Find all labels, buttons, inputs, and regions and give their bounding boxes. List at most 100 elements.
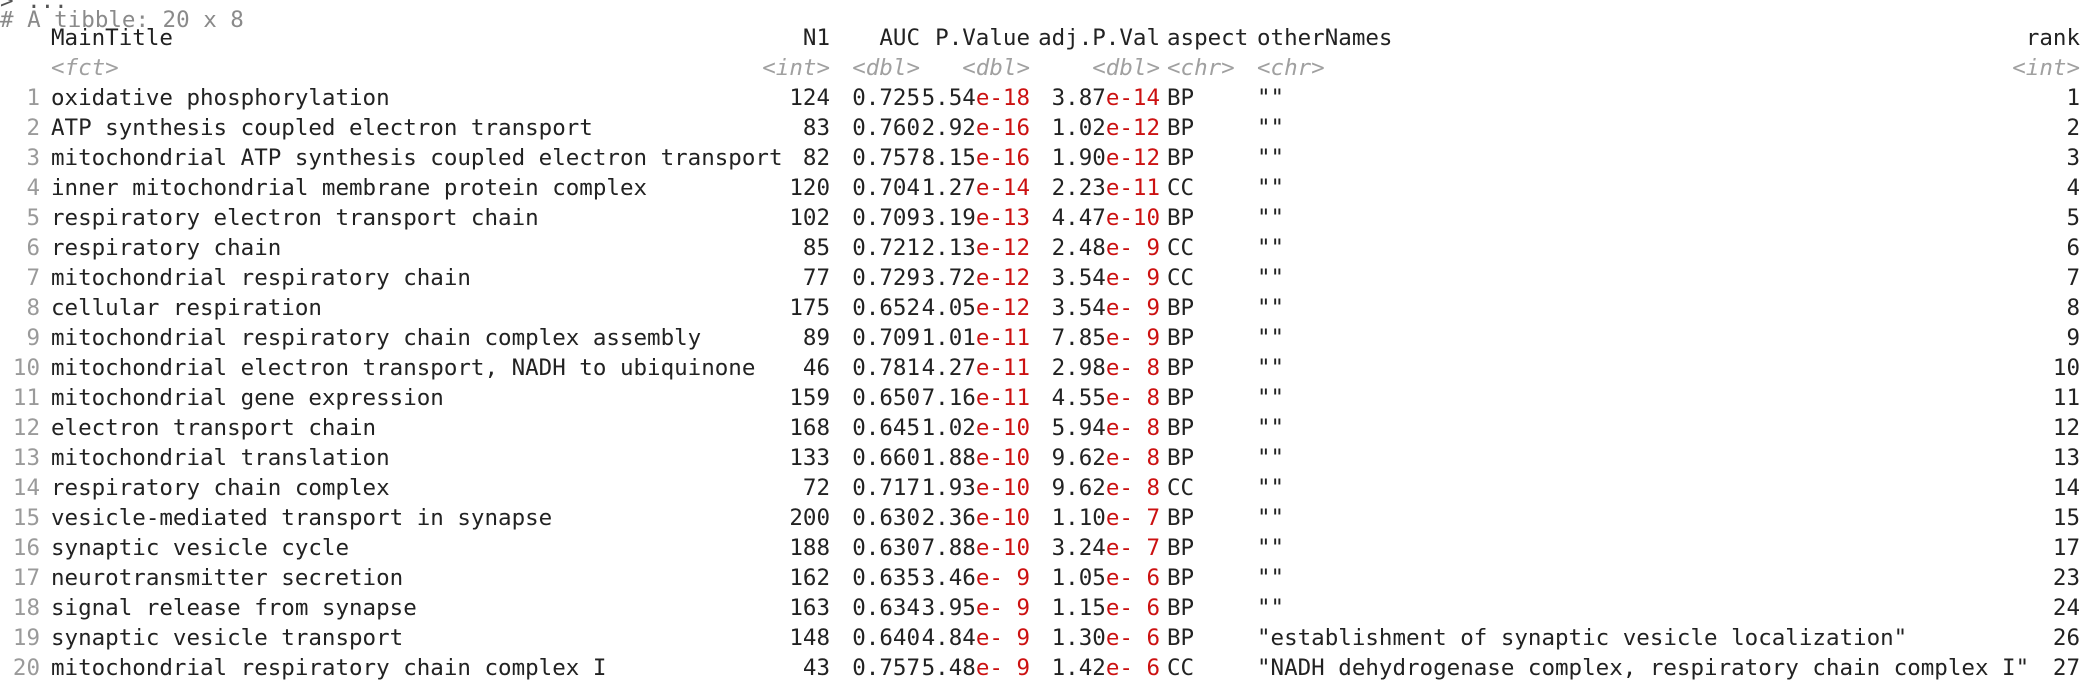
cell-aspect: BP xyxy=(1167,325,1195,351)
cell-pvalue-exponent: e-16 xyxy=(975,115,1030,141)
cell-adjpval-mantissa: 9.62 xyxy=(1051,445,1106,471)
cell-adjpval-exponent: e-11 xyxy=(1105,175,1160,201)
cell-adjpval: 1.42e- 6 xyxy=(1035,653,1160,683)
cell-adjpval-mantissa: 3.54 xyxy=(1051,295,1106,321)
cell-n1: 148 xyxy=(789,625,830,651)
cell-pvalue: 8.15e-16 xyxy=(920,143,1030,173)
cell-pvalue: 4.27e-11 xyxy=(920,353,1030,383)
cell-pvalue: 5.54e-18 xyxy=(920,83,1030,113)
tibble-header: # A tibble: 20 x 8 xyxy=(0,7,244,33)
cell-adjpval: 9.62e- 8 xyxy=(1035,473,1160,503)
cell-pvalue-exponent: e-11 xyxy=(975,385,1030,411)
cell-adjpval-mantissa: 1.15 xyxy=(1051,595,1106,621)
table-row: 3 mitochondrial ATP synthesis coupled ele… xyxy=(0,143,2090,173)
row-index: 19 xyxy=(12,625,40,651)
column-header-rank: rank xyxy=(2025,25,2080,51)
column-type-othernames: <chr> xyxy=(1257,55,1325,81)
row-index: 4 xyxy=(26,175,40,201)
cell-maintitle: respiratory chain xyxy=(51,235,282,261)
row-index: 14 xyxy=(12,475,40,501)
row-index: 11 xyxy=(12,385,40,411)
cell-aspect: BP xyxy=(1167,85,1195,111)
cell-maintitle: ATP synthesis coupled electron transport xyxy=(51,115,593,141)
cell-adjpval-exponent: e-12 xyxy=(1105,145,1160,171)
cell-maintitle: mitochondrial ATP synthesis coupled elec… xyxy=(51,145,783,171)
cell-adjpval: 3.54e- 9 xyxy=(1035,263,1160,293)
cell-rank: 17 xyxy=(2052,535,2080,561)
cell-pvalue-mantissa: 2.36 xyxy=(921,505,976,531)
cell-auc: 0.652 xyxy=(852,295,920,321)
cell-adjpval-mantissa: 7.85 xyxy=(1051,325,1106,351)
cell-rank: 14 xyxy=(2052,475,2080,501)
cell-othernames: "" xyxy=(1257,235,1285,261)
cell-aspect: CC xyxy=(1167,175,1195,201)
cell-adjpval: 7.85e- 9 xyxy=(1035,323,1160,353)
cell-pvalue-exponent: e-10 xyxy=(975,475,1030,501)
cell-adjpval: 1.05e- 6 xyxy=(1035,563,1160,593)
cell-maintitle: electron transport chain xyxy=(51,415,377,441)
column-header-othernames: otherNames xyxy=(1257,25,1393,51)
cell-pvalue: 3.46e- 9 xyxy=(920,563,1030,593)
cell-adjpval-mantissa: 2.48 xyxy=(1051,235,1106,261)
cell-adjpval-exponent: e- 9 xyxy=(1105,235,1160,261)
cell-pvalue-mantissa: 3.95 xyxy=(921,595,976,621)
row-index: 7 xyxy=(26,265,40,291)
column-type-n1: <int> xyxy=(762,55,830,81)
cell-adjpval-mantissa: 1.10 xyxy=(1051,505,1106,531)
cell-othernames: "" xyxy=(1257,85,1285,111)
cell-aspect: BP xyxy=(1167,595,1195,621)
cell-rank: 3 xyxy=(2066,145,2080,171)
column-header-row: MainTitle N1 AUC P.Value adj.P.Val aspec… xyxy=(0,23,2090,53)
table-row: 4 inner mitochondrial membrane protein co… xyxy=(0,173,2090,203)
cell-pvalue-exponent: e- 9 xyxy=(975,565,1030,591)
cell-n1: 77 xyxy=(802,265,830,291)
cell-adjpval-exponent: e- 8 xyxy=(1105,385,1160,411)
row-index: 6 xyxy=(26,235,40,261)
row-index: 20 xyxy=(12,655,40,681)
cell-adjpval-mantissa: 4.55 xyxy=(1051,385,1106,411)
cell-adjpval: 1.30e- 6 xyxy=(1035,623,1160,653)
cell-pvalue: 5.48e- 9 xyxy=(920,653,1030,683)
cell-n1: 85 xyxy=(802,235,830,261)
column-type-pvalue: <dbl> xyxy=(962,55,1030,81)
cell-auc: 0.781 xyxy=(852,355,920,381)
cell-pvalue: 1.01e-11 xyxy=(920,323,1030,353)
row-index: 17 xyxy=(12,565,40,591)
cell-adjpval: 2.23e-11 xyxy=(1035,173,1160,203)
column-header-pvalue: P.Value xyxy=(935,25,1030,51)
cell-auc: 0.660 xyxy=(852,445,920,471)
table-row: 9 mitochondrial respiratory chain complex… xyxy=(0,323,2090,353)
cell-rank: 7 xyxy=(2066,265,2080,291)
cell-pvalue-mantissa: 2.92 xyxy=(921,115,976,141)
cell-adjpval: 4.55e- 8 xyxy=(1035,383,1160,413)
cell-pvalue: 1.27e-14 xyxy=(920,173,1030,203)
cell-n1: 102 xyxy=(789,205,830,231)
cell-n1: 82 xyxy=(802,145,830,171)
cell-auc: 0.630 xyxy=(852,505,920,531)
cell-adjpval: 2.48e- 9 xyxy=(1035,233,1160,263)
cell-pvalue-exponent: e-12 xyxy=(975,295,1030,321)
cell-pvalue-exponent: e-10 xyxy=(975,445,1030,471)
cell-maintitle: synaptic vesicle transport xyxy=(51,625,404,651)
row-index: 3 xyxy=(26,145,40,171)
cell-othernames: "" xyxy=(1257,535,1285,561)
cell-n1: 72 xyxy=(802,475,830,501)
cell-othernames: "NADH dehydrogenase complex, respiratory… xyxy=(1257,655,2030,681)
cell-adjpval: 3.24e- 7 xyxy=(1035,533,1160,563)
cell-adjpval-exponent: e- 7 xyxy=(1105,535,1160,561)
cell-pvalue-mantissa: 2.13 xyxy=(921,235,976,261)
cell-pvalue-mantissa: 5.48 xyxy=(921,655,976,681)
column-type-maintitle: <fct> xyxy=(51,55,119,81)
cell-adjpval-mantissa: 3.87 xyxy=(1051,85,1106,111)
cell-aspect: BP xyxy=(1167,295,1195,321)
cell-pvalue-mantissa: 7.88 xyxy=(921,535,976,561)
table-row: 19 synaptic vesicle transport 148 0.640 BP "e… xyxy=(0,623,2090,653)
cell-othernames: "" xyxy=(1257,505,1285,531)
cell-adjpval-exponent: e-14 xyxy=(1105,85,1160,111)
cell-aspect: BP xyxy=(1167,505,1195,531)
cell-n1: 159 xyxy=(789,385,830,411)
cell-pvalue-mantissa: 1.88 xyxy=(921,445,976,471)
row-index: 13 xyxy=(12,445,40,471)
cell-rank: 10 xyxy=(2052,355,2080,381)
cell-pvalue-exponent: e-11 xyxy=(975,355,1030,381)
